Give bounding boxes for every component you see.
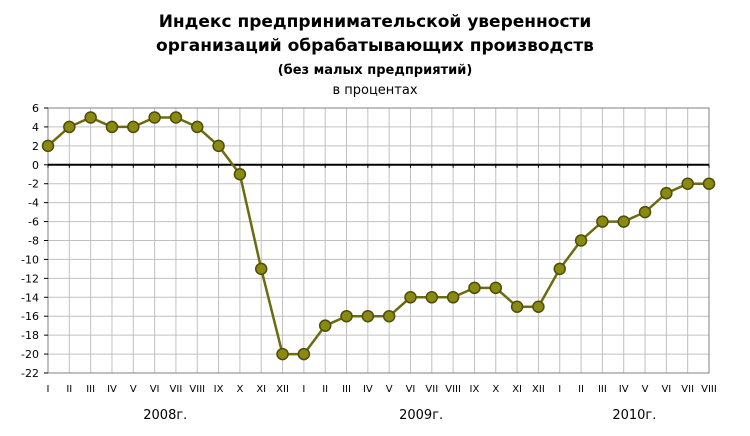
data-point — [148, 111, 161, 124]
data-point — [510, 300, 524, 313]
x-tick-label: IX — [470, 384, 480, 395]
y-tick-label: -20 — [21, 348, 39, 361]
x-tick-label: I — [558, 384, 561, 395]
x-tick-label: IV — [107, 384, 117, 395]
chart-title-line2: организаций обрабатывающих производств — [156, 36, 594, 56]
x-tick-label: IV — [619, 384, 629, 395]
y-tick-label: 0 — [32, 159, 39, 172]
data-point — [596, 215, 609, 228]
year-label: 2009г. — [399, 408, 443, 423]
data-point — [212, 139, 225, 153]
x-tick-label: II — [66, 384, 72, 395]
y-tick-label: -18 — [21, 329, 39, 342]
x-tick-label: II — [578, 384, 584, 395]
y-tick-label: -8 — [28, 235, 39, 248]
year-label: 2010г. — [612, 408, 656, 423]
x-tick-label: VI — [661, 384, 671, 395]
x-tick-label: III — [86, 384, 95, 395]
data-point — [468, 281, 481, 295]
y-tick-label: -16 — [21, 310, 39, 323]
x-tick-label: V — [386, 384, 393, 395]
x-tick-label: XII — [276, 384, 289, 395]
data-point — [276, 347, 289, 361]
data-point — [318, 319, 332, 332]
chart-subtitle: (без малых предприятий) — [277, 63, 473, 78]
data-point — [404, 291, 417, 304]
x-tick-label: VII — [170, 384, 183, 395]
data-point — [254, 262, 268, 276]
data-point — [63, 120, 76, 134]
data-point — [425, 291, 439, 304]
data-point — [105, 120, 119, 134]
x-tick-label: XII — [532, 384, 545, 395]
data-point — [340, 309, 353, 323]
data-point — [638, 205, 652, 219]
x-tick-label: V — [642, 384, 649, 395]
x-tick-label: VI — [406, 384, 416, 395]
x-tick-label: I — [302, 384, 305, 395]
x-tick-label: X — [492, 384, 499, 395]
data-point — [702, 177, 716, 190]
data-point — [489, 281, 503, 295]
data-point — [361, 309, 375, 323]
y-tick-label: -2 — [28, 178, 39, 191]
y-tick-label: -6 — [28, 216, 39, 229]
data-point — [574, 234, 588, 247]
y-tick-label: -12 — [21, 272, 39, 285]
y-tick-label: -4 — [28, 197, 39, 210]
data-point — [617, 215, 630, 228]
data-point — [127, 120, 140, 134]
y-tick-label: 6 — [32, 102, 39, 115]
data-point — [297, 347, 311, 361]
x-tick-label: VI — [150, 384, 160, 395]
x-tick-label: VII — [425, 384, 438, 395]
x-tick-label: X — [236, 384, 243, 395]
x-tick-label: XI — [512, 384, 522, 395]
chart-units: в процентах — [332, 83, 418, 98]
data-point — [233, 168, 247, 181]
y-tick-label: -14 — [21, 291, 39, 304]
data-point — [553, 262, 566, 276]
x-tick-label: V — [130, 384, 137, 395]
data-point — [41, 139, 55, 153]
data-point — [660, 186, 673, 200]
x-tick-label: III — [598, 384, 607, 395]
data-point — [169, 111, 183, 124]
data-point — [84, 111, 97, 124]
y-tick-label: 4 — [32, 121, 39, 134]
x-tick-label: I — [47, 384, 50, 395]
data-point — [532, 300, 545, 313]
chart-title: Индекс предпринимательской уверенности — [158, 12, 592, 32]
x-tick-label: II — [322, 384, 328, 395]
x-tick-label: VIII — [445, 384, 461, 395]
data-point — [382, 309, 396, 323]
data-point — [446, 291, 460, 304]
x-tick-label: VIII — [189, 384, 205, 395]
year-label: 2008г. — [143, 408, 187, 423]
x-tick-label: IX — [214, 384, 224, 395]
y-tick-label: -22 — [21, 367, 39, 380]
x-tick-label: XI — [256, 384, 266, 395]
y-tick-label: 2 — [32, 140, 39, 153]
series-line — [47, 116, 709, 356]
x-tick-label: III — [342, 384, 351, 395]
y-tick-label: -10 — [21, 253, 39, 266]
x-tick-label: IV — [363, 384, 373, 395]
data-point — [191, 120, 204, 134]
data-point — [681, 177, 694, 190]
x-tick-label: VIII — [701, 384, 717, 395]
x-tick-label: VII — [681, 384, 694, 395]
